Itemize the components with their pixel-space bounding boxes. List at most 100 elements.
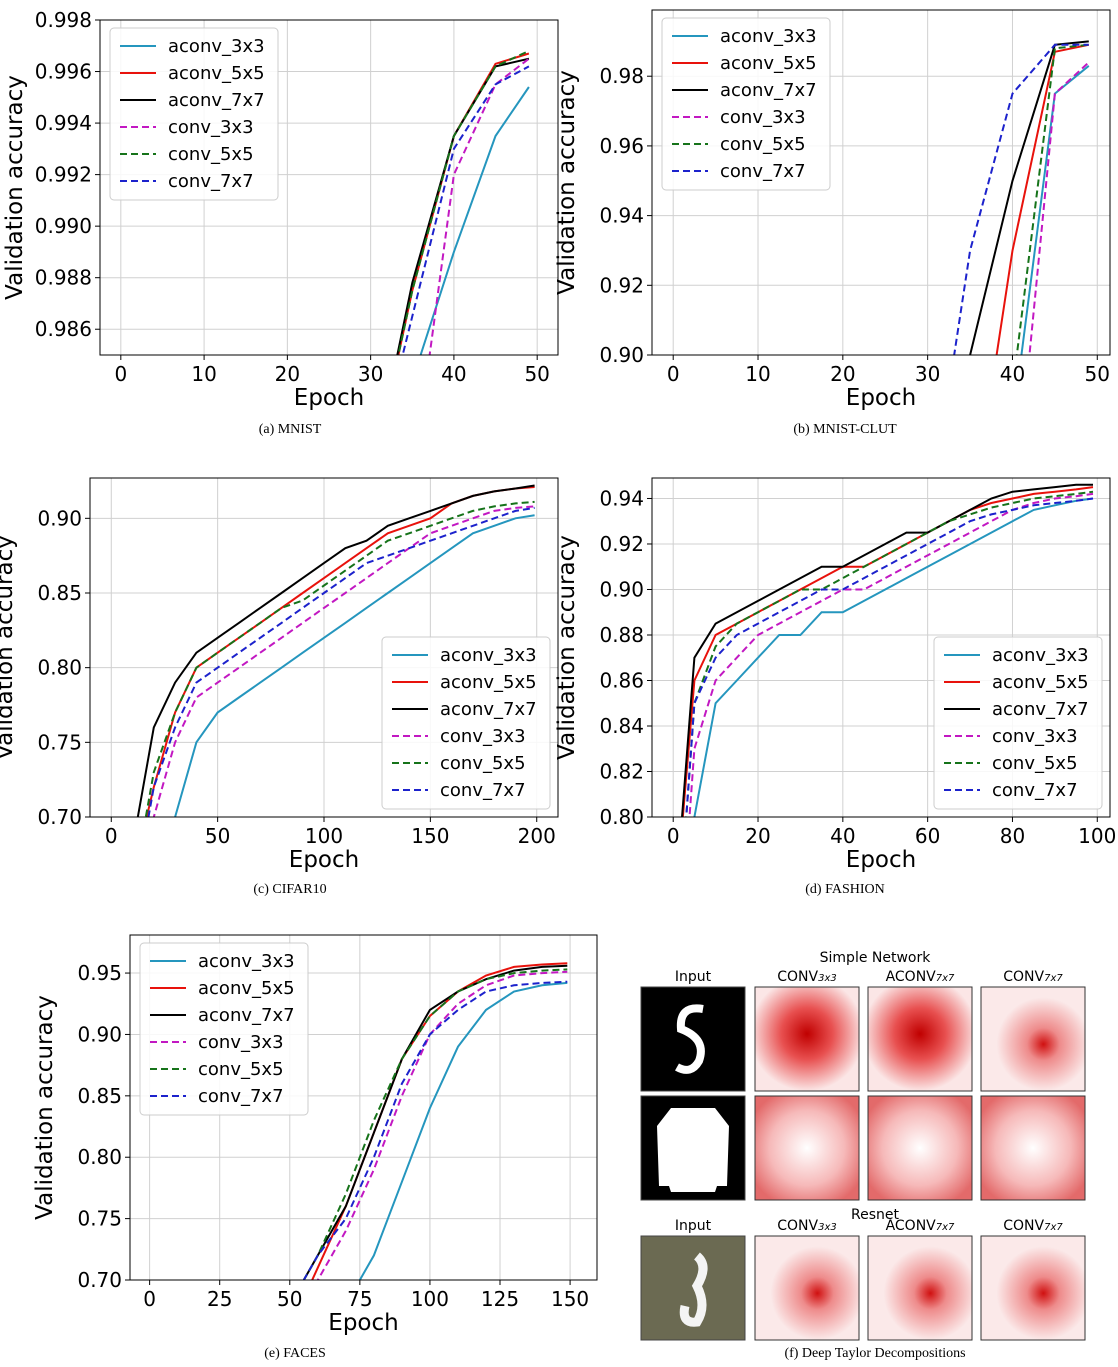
- x-axis-label: Epoch: [846, 385, 916, 411]
- series-line: [316, 970, 568, 1280]
- y-tick-label: 0.86: [599, 668, 644, 692]
- y-tick-label: 0.95: [77, 961, 122, 985]
- column-header: Input: [675, 969, 712, 985]
- series-line: [685, 497, 1094, 817]
- x-tick-label: 0: [667, 362, 680, 386]
- x-tick-label: 0: [667, 824, 680, 848]
- y-axis-label: Validation accuracy: [554, 535, 580, 760]
- y-tick-label: 0.988: [35, 266, 92, 290]
- y-tick-label: 0.85: [77, 1084, 122, 1108]
- x-tick-label: 20: [275, 362, 300, 386]
- x-tick-label: 200: [518, 824, 556, 848]
- series-line: [688, 492, 1094, 817]
- x-tick-label: 10: [191, 362, 216, 386]
- plot-area: [396, 49, 530, 355]
- caption: (c) CIFAR10: [253, 882, 326, 897]
- header-main: ACONV: [886, 969, 937, 985]
- legend-label: aconv_7x7: [168, 90, 265, 111]
- legend-label: conv_5x5: [720, 134, 806, 155]
- y-tick-label: 0.992: [35, 163, 92, 187]
- column-header: ACONV7x7: [886, 1218, 955, 1234]
- column-header: CONV3x3: [777, 969, 837, 985]
- y-axis-label: Validation accuracy: [2, 75, 28, 300]
- legend-label: conv_3x3: [440, 726, 526, 747]
- legend-label: conv_7x7: [440, 780, 526, 801]
- legend-label: conv_3x3: [992, 726, 1078, 747]
- relevance-map: [867, 1235, 973, 1341]
- series-line: [302, 964, 568, 1280]
- y-tick-label: 0.82: [599, 759, 644, 783]
- axes-frame: [651, 9, 1111, 356]
- y-axis-label: Validation accuracy: [554, 70, 580, 295]
- y-tick-label: 0.75: [37, 730, 82, 754]
- x-tick-label: 0: [105, 824, 118, 848]
- legend-label: conv_5x5: [198, 1059, 284, 1080]
- series-line: [147, 506, 535, 817]
- series-line: [358, 981, 568, 1280]
- y-tick-label: 0.80: [37, 656, 82, 680]
- header-main: CONV: [777, 969, 818, 985]
- relevance-map: [867, 1095, 973, 1201]
- series-line: [969, 40, 1089, 355]
- x-tick-label: 25: [207, 1287, 232, 1311]
- relevance-map: [980, 1235, 1086, 1341]
- x-tick-label: 150: [551, 1287, 589, 1311]
- y-tick-label: 0.85: [37, 581, 82, 605]
- y-tick-label: 0.98: [599, 64, 644, 88]
- legend-label: conv_3x3: [720, 107, 806, 128]
- relevance-map: [867, 986, 973, 1092]
- column-header: Input: [675, 1218, 712, 1234]
- x-tick-label: 40: [441, 362, 466, 386]
- y-tick-label: 0.990: [35, 214, 92, 238]
- header-sub: 7x7: [1044, 1222, 1063, 1233]
- y-tick-label: 0.88: [599, 623, 644, 647]
- caption: (b) MNIST-CLUT: [793, 422, 897, 437]
- header-main: CONV: [1003, 969, 1044, 985]
- series-line: [419, 86, 530, 355]
- series-line: [681, 483, 1093, 817]
- x-tick-label: 30: [358, 362, 383, 386]
- y-tick-label: 0.90: [37, 506, 82, 530]
- y-axis-label: Validation accuracy: [32, 995, 58, 1220]
- series-line: [174, 514, 535, 817]
- legend-label: aconv_5x5: [720, 53, 817, 74]
- series-line: [953, 43, 1089, 355]
- legend-label: conv_5x5: [168, 144, 254, 165]
- x-tick-label: 30: [915, 362, 940, 386]
- x-tick-label: 40: [830, 824, 855, 848]
- column-header: CONV3x3: [777, 1218, 837, 1234]
- x-axis-label: Epoch: [289, 847, 359, 873]
- x-axis-label: Epoch: [328, 1310, 398, 1336]
- axes-frame: [99, 19, 559, 356]
- x-tick-label: 0: [114, 362, 127, 386]
- legend-label: aconv_5x5: [168, 63, 265, 84]
- y-tick-label: 0.70: [77, 1268, 122, 1292]
- header-main: Input: [675, 969, 712, 985]
- x-tick-label: 10: [745, 362, 770, 386]
- column-header: CONV7x7: [1003, 1218, 1063, 1234]
- legend-box: [109, 27, 279, 201]
- y-tick-label: 0.92: [599, 273, 644, 297]
- header-sub: 3x3: [818, 1222, 837, 1233]
- y-tick-label: 0.80: [77, 1145, 122, 1169]
- digit-stroke: [675, 1004, 705, 1074]
- series-line: [685, 490, 1094, 817]
- legend-label: conv_7x7: [168, 171, 254, 192]
- plot-area: [302, 962, 568, 1280]
- legend-label: aconv_3x3: [992, 645, 1089, 666]
- legend-box: [933, 636, 1103, 810]
- x-tick-label: 100: [305, 824, 343, 848]
- y-tick-label: 0.84: [599, 714, 644, 738]
- y-tick-label: 0.96: [599, 134, 644, 158]
- caption: (a) MNIST: [259, 422, 322, 437]
- column-header: CONV7x7: [1003, 969, 1063, 985]
- header-sub: 7x7: [936, 973, 955, 984]
- legend-box: [661, 17, 831, 191]
- series-line: [995, 43, 1090, 355]
- legend-label: aconv_7x7: [992, 699, 1089, 720]
- legend-label: aconv_3x3: [168, 36, 265, 57]
- series-line: [396, 57, 530, 355]
- y-tick-label: 0.90: [77, 1022, 122, 1046]
- header-sub: 3x3: [818, 973, 837, 984]
